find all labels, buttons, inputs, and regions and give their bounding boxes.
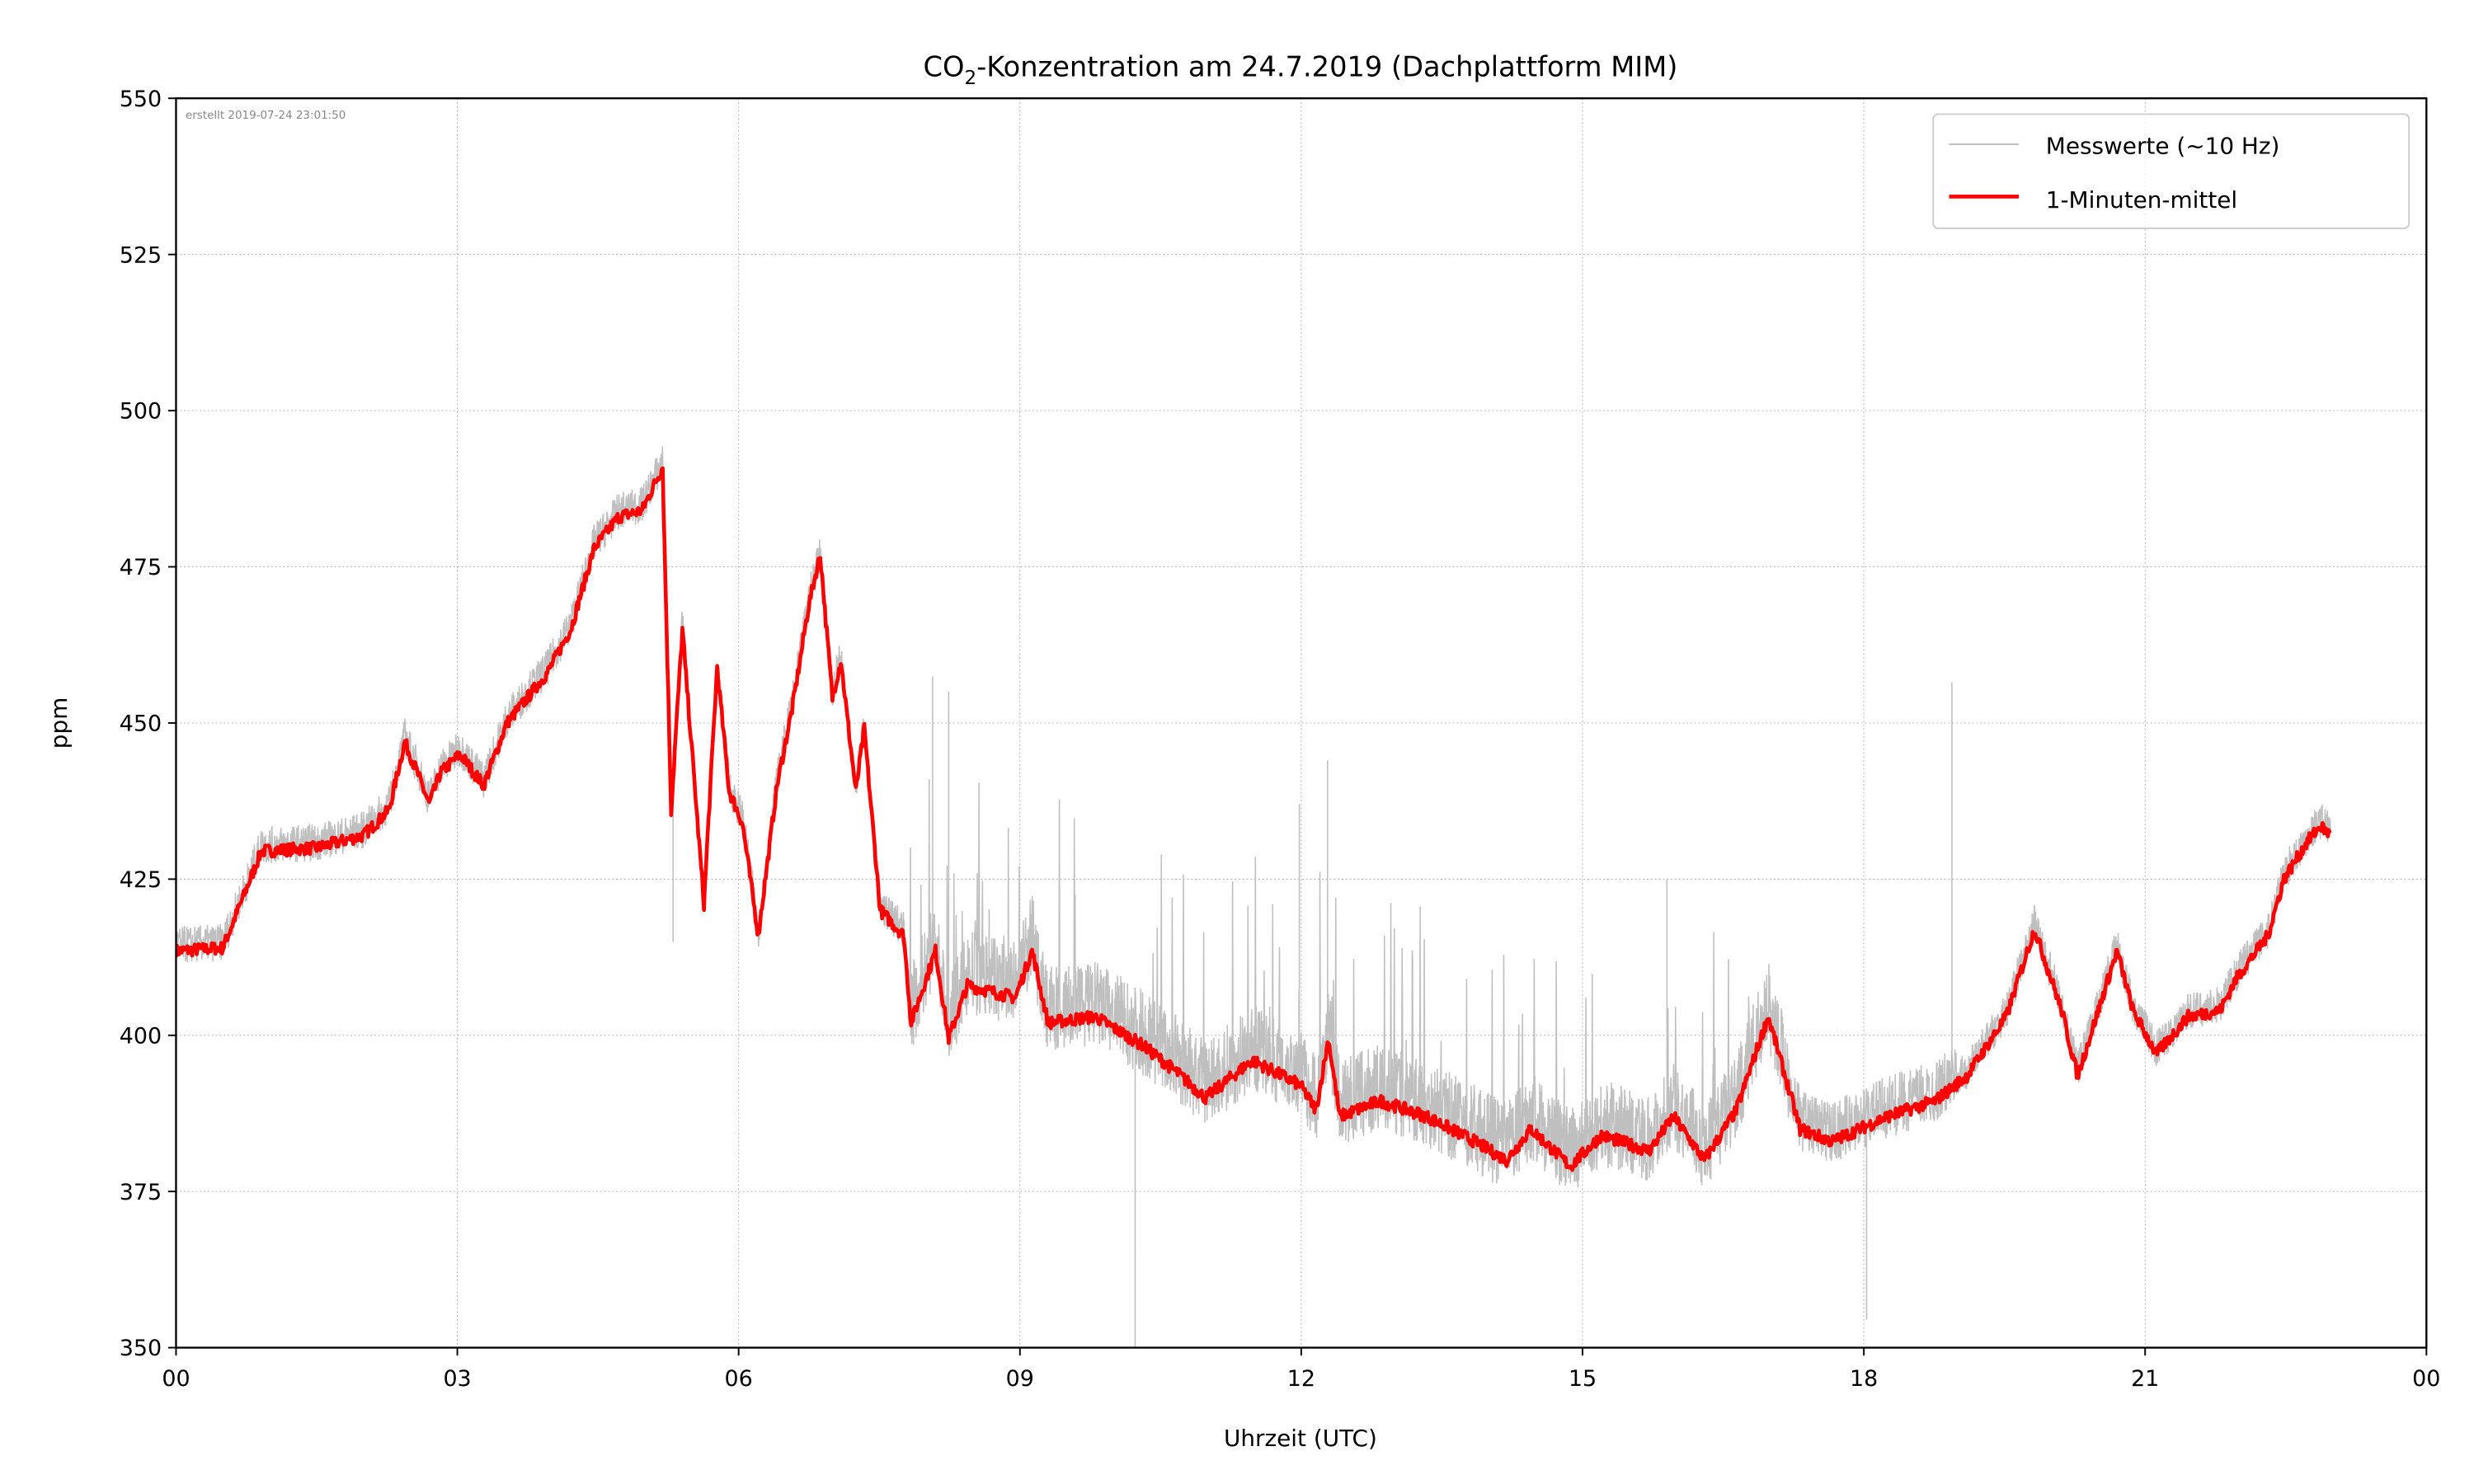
x-tick-label: 15 xyxy=(1569,1366,1597,1392)
y-tick-label: 550 xyxy=(120,87,162,112)
y-tick-label: 375 xyxy=(120,1180,162,1205)
x-tick-label: 06 xyxy=(725,1366,753,1392)
x-tick-label: 03 xyxy=(443,1366,471,1392)
x-tick-label: 12 xyxy=(1287,1366,1315,1392)
legend: Messwerte (~10 Hz) 1-Minuten-mittel xyxy=(1932,113,2411,229)
chart-title: CO2-Konzentration am 24.7.2019 (Dachplat… xyxy=(923,50,1677,89)
created-annotation: erstellt 2019-07-24 23:01:50 xyxy=(186,110,346,122)
y-tick-label: 400 xyxy=(120,1023,162,1049)
legend-label-messwerte: Messwerte (~10 Hz) xyxy=(2046,133,2280,160)
y-tick-label: 475 xyxy=(120,555,162,580)
y-tick-label: 450 xyxy=(120,711,162,737)
x-tick-label: 18 xyxy=(1850,1366,1878,1392)
legend-label-mittel: 1-Minuten-mittel xyxy=(2046,186,2237,214)
y-tick-label: 425 xyxy=(120,867,162,893)
series-1-minuten-mittel xyxy=(176,466,2332,1172)
y-axis-label: ppm xyxy=(45,697,73,749)
x-tick-label: 09 xyxy=(1006,1366,1034,1392)
y-tick-label: 500 xyxy=(120,399,162,425)
x-tick-label: 21 xyxy=(2131,1366,2159,1392)
series-messwerte xyxy=(176,446,2331,1348)
grid-lines xyxy=(175,97,2427,1349)
axis-ticks: 00 03 06 09 12 15 18 21 003503754004254504755005… xyxy=(120,87,2441,1392)
x-tick-label: 00 xyxy=(2412,1366,2440,1392)
x-tick-label: 00 xyxy=(162,1366,190,1392)
y-tick-label: 350 xyxy=(120,1336,162,1361)
y-tick-label: 525 xyxy=(120,242,162,268)
x-axis-label: Uhrzeit (UTC) xyxy=(1224,1425,1377,1452)
